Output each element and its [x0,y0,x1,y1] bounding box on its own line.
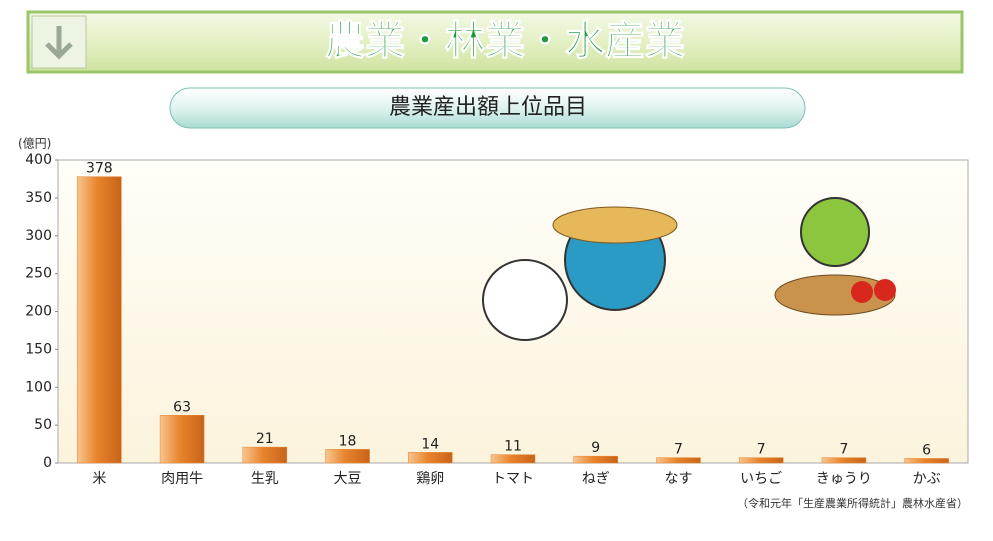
page-title: 農業・林業・水産業 [325,18,685,64]
value-label: 7 [757,442,766,458]
value-label: 18 [339,433,357,449]
bar [242,446,288,464]
y-tick-label: 200 [25,304,52,320]
y-tick-label: 350 [25,190,52,206]
value-label: 63 [173,399,191,415]
value-label: 9 [591,440,600,456]
chart-title: 農業産出額上位品目 [389,95,587,120]
y-tick-label: 50 [34,417,52,433]
x-tick-label: かぶ [913,471,941,487]
illustrations [482,197,896,341]
value-label: 7 [674,442,683,458]
source-note: （令和元年「生産農業所得統計」農林水産省） [737,496,968,510]
bar [159,415,205,464]
bar [490,454,536,464]
bar [904,458,949,464]
y-axis-label: (億円) [18,137,51,151]
bar [408,452,453,464]
x-tick-label: きゅうり [816,471,872,487]
bar [656,457,701,464]
bar [325,449,370,464]
y-tick-label: 250 [25,266,52,282]
tomato [851,281,873,303]
x-tick-label: いちご [740,471,782,487]
y-tick-label: 100 [25,379,52,395]
down-arrow [45,26,73,60]
banner [26,10,964,74]
bar [77,176,122,464]
x-tick-label: トマト [492,471,534,487]
tomato [874,279,896,301]
hat [552,206,678,244]
x-tick-label: 米 [92,471,106,487]
x-tick-label: ねぎ [582,471,610,487]
bar [738,457,784,464]
x-tick-label: 肉用牛 [161,471,203,487]
value-label: 21 [256,431,274,447]
value-label: 6 [922,442,931,458]
y-tick-label: 0 [43,455,52,471]
y-tick-label: 300 [25,228,52,244]
value-label: 378 [86,161,113,177]
x-tick-label: 生乳 [251,471,279,487]
y-tick-label: 150 [25,341,52,357]
y-tick-label: 400 [25,152,52,168]
bar [821,457,867,464]
x-tick-label: なす [664,471,692,487]
value-label: 14 [421,436,439,452]
x-tick-label: 鶏卵 [416,471,444,487]
value-label: 11 [504,439,522,455]
mascot [800,197,870,267]
bar [573,455,618,464]
subtitle-pill [169,87,806,129]
x-tick-label: 大豆 [334,471,362,487]
value-label: 7 [839,442,848,458]
cow [482,259,568,341]
